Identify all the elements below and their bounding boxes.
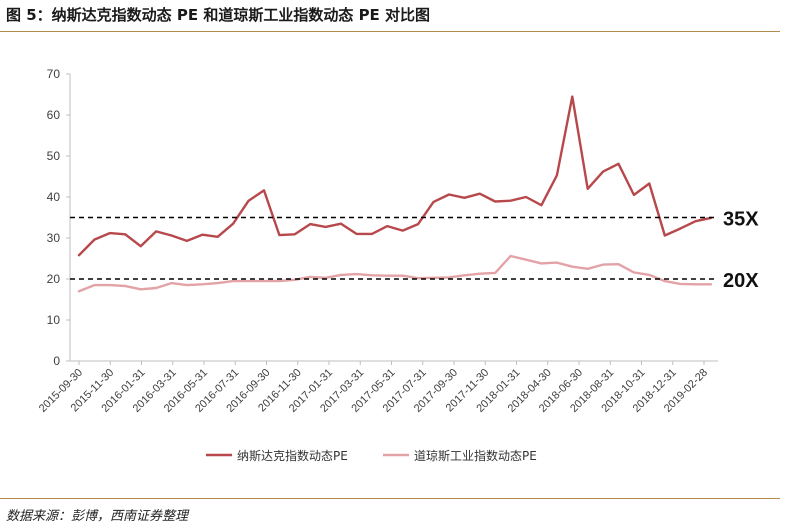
chart-title: 图 5：纳斯达克指数动态 PE 和道琼斯工业指数动态 PE 对比图 — [6, 6, 431, 24]
y-tick-label: 20 — [47, 272, 61, 286]
reference-label-35x: 35X — [723, 209, 759, 231]
legend-label: 道琼斯工业指数动态PE — [414, 448, 537, 463]
bottom-rule — [0, 498, 780, 499]
legend-label: 纳斯达克指数动态PE — [237, 448, 348, 463]
y-tick-label: 10 — [47, 313, 61, 327]
y-tick-label: 60 — [47, 108, 61, 122]
top-rule — [0, 31, 780, 32]
x-tick-labels: 2015-09-302015-11-302016-01-312016-03-31… — [37, 361, 710, 415]
y-tick-label: 30 — [47, 231, 61, 245]
y-tick-label: 40 — [47, 190, 61, 204]
y-tick-label: 50 — [47, 149, 61, 163]
legend: 纳斯达克指数动态PE 道琼斯工业指数动态PE — [206, 448, 537, 463]
nasdaq-pe-line — [77, 95, 713, 257]
y-tick-label: 0 — [53, 354, 60, 368]
source-note: 数据来源：彭博，西南证券整理 — [6, 509, 189, 524]
reference-label-20x: 20X — [723, 270, 759, 292]
dow-pe-line — [77, 254, 713, 293]
reference-lines: 35X 20X — [70, 209, 759, 292]
y-tick-labels: 0 10 20 30 40 50 60 70 — [47, 67, 70, 368]
y-tick-label: 70 — [47, 67, 61, 81]
series-lines — [77, 95, 713, 293]
